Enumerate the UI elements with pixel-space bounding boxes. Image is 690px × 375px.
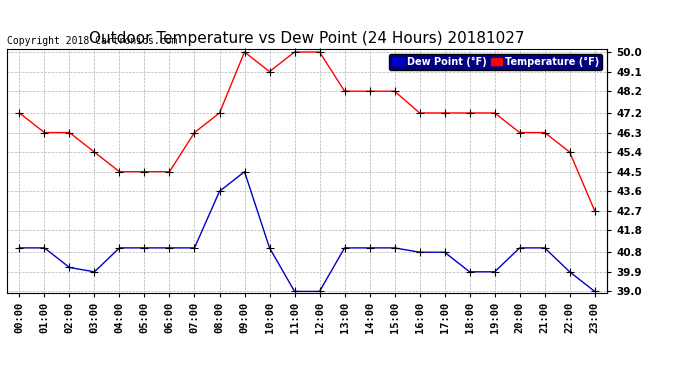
Text: Copyright 2018 Cartronics.com: Copyright 2018 Cartronics.com: [7, 36, 177, 46]
Title: Outdoor Temperature vs Dew Point (24 Hours) 20181027: Outdoor Temperature vs Dew Point (24 Hou…: [89, 31, 525, 46]
Legend: Dew Point (°F), Temperature (°F): Dew Point (°F), Temperature (°F): [389, 54, 602, 69]
